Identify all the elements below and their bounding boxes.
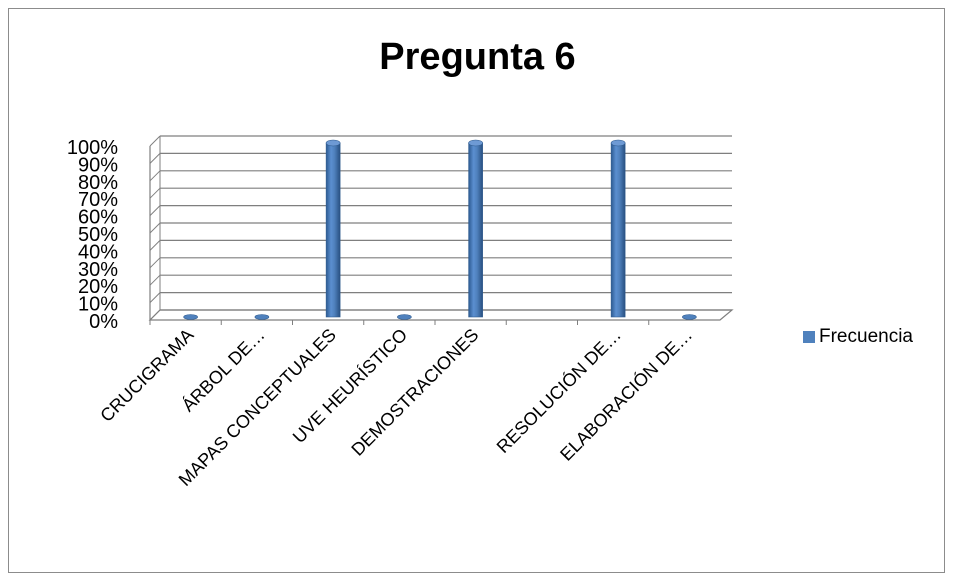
chart-title: Pregunta 6	[379, 36, 576, 78]
y-tick-label: 70%	[78, 189, 118, 211]
x-tick-label: ELABORACIÓN DE…	[555, 324, 696, 465]
x-tick-label: RESOLUCIÓN DE…	[492, 324, 625, 457]
grid-line-side	[149, 274, 161, 286]
legend-label: Frecuencia	[819, 326, 913, 347]
y-tick-label: 80%	[78, 172, 118, 194]
x-tick-label: CRUCIGRAMA	[96, 325, 197, 426]
bar	[254, 314, 270, 320]
grid-line-side	[149, 240, 161, 251]
y-tick-label: 50%	[78, 224, 118, 246]
grid-line-side	[149, 170, 161, 182]
y-tick-label: 100%	[67, 137, 118, 159]
bar	[468, 142, 483, 318]
floor	[148, 309, 734, 321]
grid-line-side	[149, 153, 161, 164]
y-tick-label: 20%	[78, 276, 118, 298]
legend-swatch	[803, 331, 815, 343]
grid-line-side	[149, 187, 161, 199]
grid-line-side	[149, 292, 161, 303]
y-tick-label: 60%	[78, 207, 118, 229]
bar	[397, 314, 412, 320]
bar	[183, 314, 198, 320]
grid-line-side	[149, 257, 161, 269]
x-tick-label: DEMOSTRACIONES	[347, 325, 482, 460]
bar	[610, 142, 626, 318]
y-tick-label: 30%	[78, 259, 118, 281]
y-tick-label: 40%	[78, 241, 118, 263]
grid-line-side	[149, 135, 161, 147]
y-tick-label: 0%	[89, 311, 118, 333]
bar-cap	[325, 139, 341, 147]
bar	[325, 142, 341, 318]
grid-line-side	[149, 222, 161, 234]
bar-cap	[610, 139, 626, 147]
bar-cap	[468, 139, 483, 147]
bar	[682, 314, 697, 320]
y-tick-label: 90%	[78, 154, 118, 176]
grid-line-side	[149, 205, 161, 216]
legend: Frecuencia	[803, 326, 913, 348]
y-tick-label: 10%	[78, 294, 118, 316]
